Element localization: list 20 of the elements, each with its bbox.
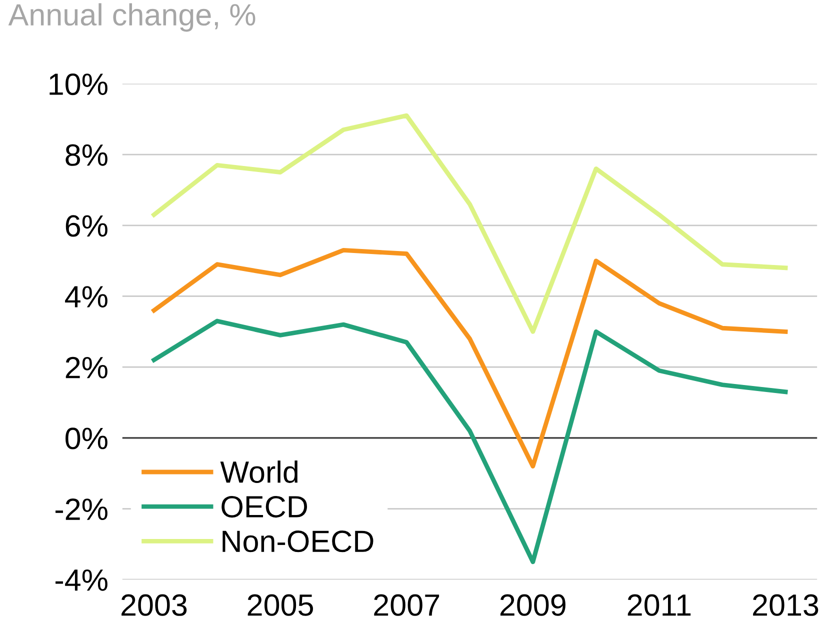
chart-title: Annual change, % [8,3,256,32]
x-tick-label: 2007 [374,594,440,616]
y-tick-label: -4% [56,569,108,591]
y-tick-label: 4% [65,286,108,308]
y-tick-label: 8% [66,144,108,166]
legend-label: World [220,460,298,483]
legend-label: Non-OECD [222,530,374,552]
y-tick-label: 2% [66,356,108,378]
line-series [152,113,788,334]
y-tick-label: 0% [66,428,108,450]
legend-label: OECD [222,496,307,518]
y-tick-label: -2% [56,498,108,520]
x-tick-label: 2005 [248,594,313,616]
x-tick-label: 2009 [500,594,566,616]
y-tick-label: 6% [66,215,108,237]
y-tick-label: 10% [50,73,108,96]
line-series [152,318,788,564]
x-tick-label: 2003 [122,594,187,616]
x-tick-label: 2013 [753,594,818,616]
x-tick-label: 2011 [628,594,691,616]
